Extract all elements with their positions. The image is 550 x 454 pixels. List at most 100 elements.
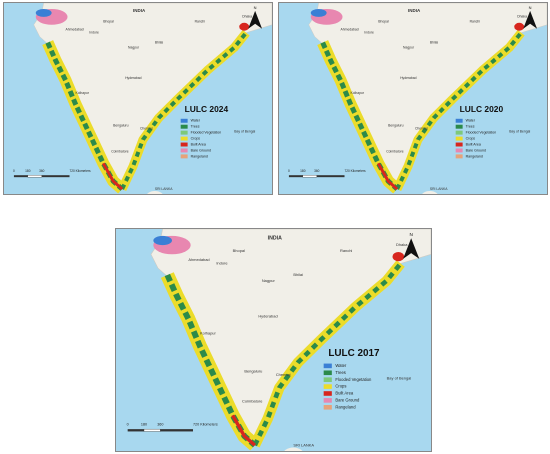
place-label: Bhopal xyxy=(103,20,114,24)
legend-label: Trees xyxy=(191,125,200,129)
legend-label: Trees xyxy=(335,370,346,375)
legend-label: Trees xyxy=(466,125,475,129)
place-label: Indore xyxy=(216,261,227,266)
legend-label: Rangeland xyxy=(335,404,356,409)
scale-bar-seg xyxy=(302,175,317,178)
scale-label: 0 xyxy=(13,169,15,173)
scale-bar-seg xyxy=(143,428,161,432)
place-label: Bengaluru xyxy=(388,124,403,128)
map-panel: INDIA Ahmedabad Bhopal Indore Nagpur Bhilai Ra… xyxy=(278,2,548,195)
place-label: Bay of Bengal xyxy=(234,130,255,134)
legend-label: Bare Ground xyxy=(335,398,360,403)
map-panel: INDIA Ahmedabad Bhopal Indore Nagpur Bhilai Ra… xyxy=(3,2,273,195)
delta-built xyxy=(514,22,525,31)
legend-label: Flooded Vegetation xyxy=(335,377,372,382)
legend-swatch xyxy=(455,118,463,123)
coast-trees xyxy=(395,31,523,190)
scale-label: 0 xyxy=(288,169,290,173)
place-label: Indore xyxy=(364,31,374,35)
place-label: Coimbatore xyxy=(242,399,262,404)
place-label: Chennai xyxy=(276,372,291,377)
place-label: Hyderabad xyxy=(125,76,142,80)
place-label: Bay of Bengal xyxy=(387,376,412,381)
delta-built xyxy=(392,252,405,262)
scale-label: 720 Kilometers xyxy=(345,169,367,173)
gujarat-water xyxy=(310,8,327,17)
legend-label: Bare Ground xyxy=(466,148,486,152)
place-label: Chennai xyxy=(140,127,153,131)
legend-label: Built Area xyxy=(335,391,354,396)
legend-label: Flooded Vegetation xyxy=(466,131,497,135)
place-label: Bhilai xyxy=(155,40,163,44)
coast-built xyxy=(376,162,399,191)
north-arrow xyxy=(403,238,420,259)
place-label: Kolhapur xyxy=(200,331,217,336)
place-label: Dhaka xyxy=(396,242,408,247)
legend-label: Water xyxy=(466,119,476,123)
sri-lanka xyxy=(284,447,303,451)
legend-label: Bare Ground xyxy=(191,148,211,152)
legend-label: Water xyxy=(335,363,347,368)
legend-swatch xyxy=(180,154,188,159)
place-label: Bhopal xyxy=(378,20,389,24)
place-label: Bengaluru xyxy=(113,124,128,128)
legend-swatch xyxy=(323,377,332,382)
legend-swatch xyxy=(180,130,188,135)
north-arrow xyxy=(523,10,538,29)
legend-label: Crops xyxy=(466,137,476,141)
coast-trees xyxy=(120,31,248,190)
scale-label: 720 Kilometers xyxy=(193,423,218,427)
place-label: Bengaluru xyxy=(244,369,262,374)
scale-label: 360 xyxy=(39,169,45,173)
legend-swatch xyxy=(323,391,332,396)
place-label: Ahmedabad xyxy=(66,28,84,32)
map-panel: INDIA Ahmedabad Bhopal Indore Nagpur Bhilai Ra… xyxy=(115,228,432,452)
scale-label: 180 xyxy=(300,169,306,173)
gujarat-water xyxy=(153,235,172,246)
place-label: Indore xyxy=(89,31,99,35)
place-label: SRI LANKA xyxy=(293,442,314,447)
legend-swatch xyxy=(323,384,332,389)
legend-swatch xyxy=(455,136,463,141)
north-label: N xyxy=(409,232,412,237)
place-label: Kolhapur xyxy=(350,91,364,95)
north-label: N xyxy=(254,5,257,10)
place-label: Hyderabad xyxy=(258,313,277,318)
legend-label: Built Area xyxy=(466,142,481,146)
place-label: INDIA xyxy=(268,236,283,242)
scale-label: 180 xyxy=(141,423,147,427)
place-label: INDIA xyxy=(408,8,421,13)
map-title: LULC 2020 xyxy=(460,104,504,114)
coast-trees xyxy=(320,41,399,191)
legend-swatch xyxy=(323,404,332,410)
legend-swatch xyxy=(455,148,463,153)
place-label: Bhilai xyxy=(430,40,438,44)
legend-label: Water xyxy=(191,119,201,123)
map-title: LULC 2017 xyxy=(328,348,380,359)
legend-label: Rangeland xyxy=(466,154,483,158)
map-title: LULC 2024 xyxy=(185,104,229,114)
legend-label: Built Area xyxy=(191,142,206,146)
place-label: Hyderabad xyxy=(400,76,417,80)
place-label: Dhaka xyxy=(517,15,527,19)
legend-swatch xyxy=(323,370,332,376)
scale-label: 0 xyxy=(127,423,129,427)
legend-label: Crops xyxy=(191,137,201,141)
place-label: SRI LANKA xyxy=(430,187,448,191)
scale-label: 720 Kilometers xyxy=(70,169,92,173)
legend-swatch xyxy=(323,363,332,369)
place-label: Coimbatore xyxy=(386,149,404,153)
place-label: Nagpur xyxy=(262,278,276,283)
place-label: Kolhapur xyxy=(75,91,89,95)
legend-label: Flooded Vegetation xyxy=(191,131,222,135)
place-label: Chennai xyxy=(415,127,428,131)
place-label: Bay of Bengal xyxy=(509,130,530,134)
gujarat-water xyxy=(35,8,52,17)
legend-swatch xyxy=(180,136,188,141)
place-label: Dhaka xyxy=(242,15,252,19)
place-label: Ranchi xyxy=(470,20,481,24)
legend-label: Rangeland xyxy=(191,154,208,158)
place-label: SRI LANKA xyxy=(155,187,173,191)
legend-swatch xyxy=(180,124,188,129)
